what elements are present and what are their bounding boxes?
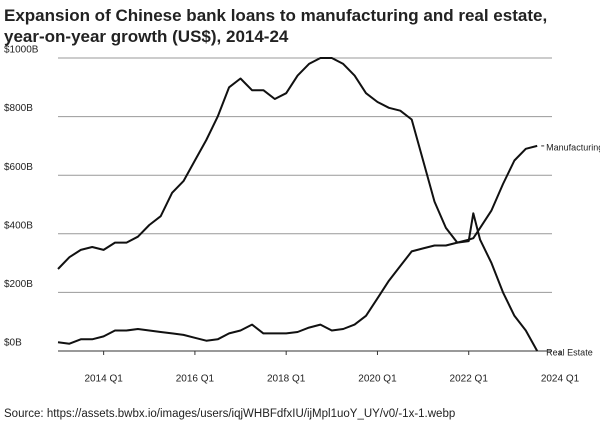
series-label: Manufacturing xyxy=(546,142,600,152)
series-label: Real Estate xyxy=(546,347,593,357)
chart-title: Expansion of Chinese bank loans to manuf… xyxy=(4,6,547,25)
chart-title: year-on-year growth (US$), 2014-24 xyxy=(4,27,289,46)
x-tick-label: 2020 Q1 xyxy=(358,374,397,385)
line xyxy=(57,144,538,345)
y-tick-label: $0B xyxy=(4,338,22,349)
x-tick-label: 2014 Q1 xyxy=(84,374,123,385)
y-tick-label: $400B xyxy=(4,220,33,231)
source: Source: https://assets.bwbx.io/images/us… xyxy=(4,408,455,420)
line xyxy=(57,57,539,352)
y-tick-label: $1000B xyxy=(4,45,39,56)
x-tick-label: 2022 Q1 xyxy=(450,374,489,385)
x-tick-label: 2024 Q1 xyxy=(541,374,580,385)
y-tick-label: $200B xyxy=(4,279,33,290)
x-tick-label: 2016 Q1 xyxy=(176,374,215,385)
x-tick-label: 2018 Q1 xyxy=(267,374,306,385)
y-tick-label: $800B xyxy=(4,103,33,114)
y-tick-label: $600B xyxy=(4,162,33,173)
